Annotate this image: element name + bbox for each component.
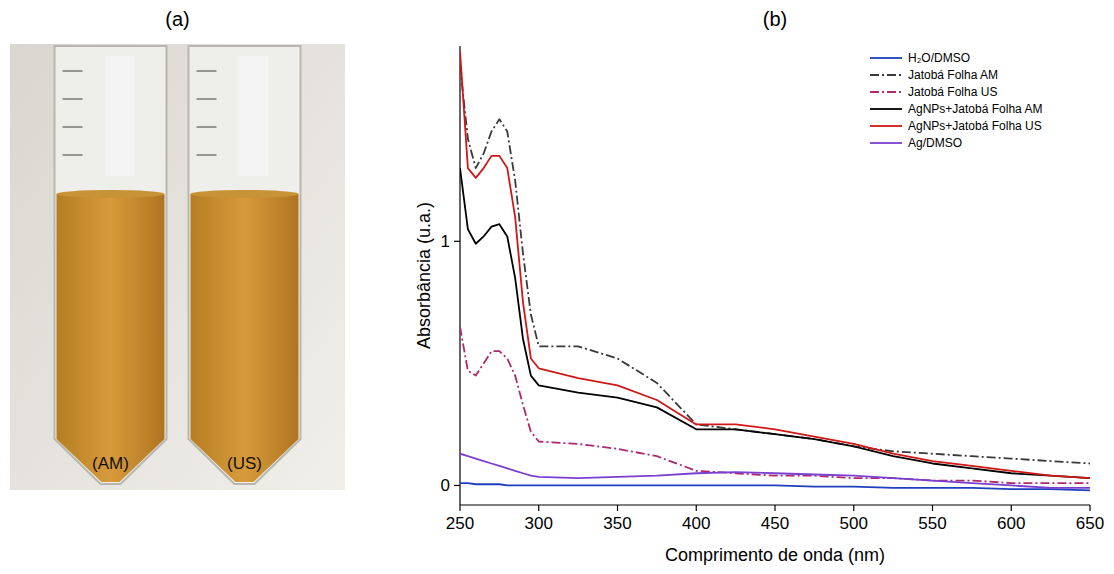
liquid-surface — [191, 190, 299, 198]
x-tick-label: 400 — [682, 514, 710, 533]
tube-glass — [55, 46, 167, 484]
x-tick-label: 550 — [918, 514, 946, 533]
tube-label: (US) — [227, 454, 262, 473]
panel-label: (b) — [763, 8, 787, 30]
x-tick-label: 600 — [997, 514, 1025, 533]
graduation — [197, 98, 217, 100]
legend-label: AgNPs+Jatobá Folha AM — [908, 102, 1042, 116]
tube-label: (AM) — [92, 454, 129, 473]
legend-swatch — [870, 125, 902, 127]
x-tick — [1089, 505, 1090, 511]
legend: H₂O/DMSO Jatobá Folha AM Jatobá Folha US Ag… — [870, 51, 1042, 150]
tube-label-sticker — [105, 56, 135, 176]
legend-swatch — [870, 57, 902, 59]
legend-label: Ag/DMSO — [908, 136, 962, 150]
x-tick — [459, 505, 460, 511]
x-tick — [774, 505, 775, 511]
graduation — [63, 126, 83, 128]
legend-label: AgNPs+Jatobá Folha US — [908, 119, 1042, 133]
tube-liquid — [191, 194, 299, 482]
figure: (a) (AM) (US) (b) 250 300 350 400 450 500 550 600 65… — [0, 0, 1114, 574]
plot-area — [460, 51, 1090, 490]
series-line — [460, 168, 1090, 478]
x-tick — [932, 505, 933, 511]
y-tick — [454, 241, 460, 242]
x-tick-label: 300 — [525, 514, 553, 533]
graduation — [63, 154, 83, 156]
tube-liquid — [57, 194, 165, 482]
liquid-surface — [57, 190, 165, 198]
y-axis — [459, 46, 460, 505]
graduation — [63, 98, 83, 100]
y-tick-label: 1 — [441, 232, 450, 251]
legend-swatch — [870, 142, 902, 144]
tube: (AM) — [55, 46, 167, 484]
x-tick — [538, 505, 539, 511]
legend-swatch — [870, 91, 902, 93]
legend-swatch — [870, 74, 902, 76]
x-tick-label: 350 — [603, 514, 631, 533]
x-tick — [617, 505, 618, 511]
tube-label-sticker — [239, 56, 269, 176]
legend-swatch — [870, 108, 902, 110]
graduation — [197, 70, 217, 72]
y-axis-title: Absorbância (u.a.) — [414, 202, 434, 349]
x-tick-label: 650 — [1076, 514, 1104, 533]
x-tick-label: 500 — [840, 514, 868, 533]
tube-glass — [189, 46, 301, 484]
series-line — [460, 327, 1090, 483]
y-tick-label: 0 — [441, 476, 450, 495]
x-tick — [853, 505, 854, 511]
legend-label: H₂O/DMSO — [908, 51, 970, 65]
photo-background — [10, 44, 345, 490]
x-tick — [1011, 505, 1012, 511]
graduation — [197, 126, 217, 128]
graduation — [197, 154, 217, 156]
x-tick-label: 450 — [761, 514, 789, 533]
graduation — [63, 70, 83, 72]
y-tick — [454, 485, 460, 486]
tube: (US) — [189, 46, 301, 484]
x-axis-title: Comprimento de onda (nm) — [665, 545, 885, 565]
legend-label: Jatobá Folha AM — [908, 68, 998, 82]
series-line — [460, 66, 1090, 464]
series-line — [460, 51, 1090, 478]
x-tick-label: 250 — [446, 514, 474, 533]
panel-label: (a) — [165, 8, 189, 30]
series-line — [460, 454, 1090, 488]
legend-label: Jatobá Folha US — [908, 85, 997, 99]
x-tick — [696, 505, 697, 511]
